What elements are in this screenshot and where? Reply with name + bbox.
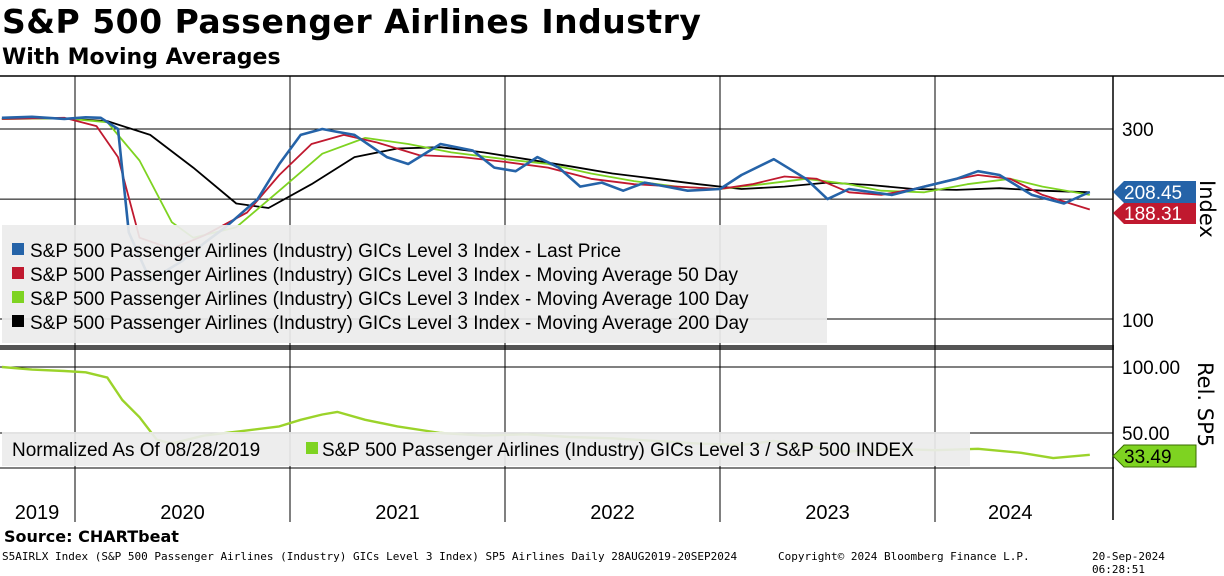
upper-legend: S&P 500 Passenger Airlines (Industry) GI… xyxy=(2,225,827,343)
upper-y-axis-title: Index xyxy=(1195,180,1219,238)
badge-last-price-shape xyxy=(1113,181,1196,203)
badge-ma50-label: 188.31 xyxy=(1124,204,1182,225)
lower-y-axis-title: Rel. SP5 xyxy=(1193,362,1217,447)
badge-ratio: 33.49 xyxy=(1112,444,1197,468)
x-tick-label-2022: 2022 xyxy=(590,502,635,524)
badge-ma50: 188.31 xyxy=(1113,203,1196,225)
badge-last-price-label: 208.45 xyxy=(1124,183,1182,204)
x-tick-label-2021: 2021 xyxy=(375,502,420,524)
legend-swatch-ma100 xyxy=(12,291,24,303)
y-tick-label-100-00: 100.00 xyxy=(1122,358,1180,379)
series-line-ma100 xyxy=(1,117,1090,239)
x-axis-year-labels: 2019 2020 2021 2022 2023 2024 xyxy=(15,502,1033,524)
footer-timestamp: 20-Sep-2024 06:28:51 xyxy=(1092,550,1165,576)
y-tick-label-100: 100 xyxy=(1122,311,1154,332)
badge-last-price: 208.45 xyxy=(1113,181,1196,204)
x-tick-label-2023: 2023 xyxy=(805,502,850,524)
lower-y-axis: 100.00 50.00 Rel. SP5 xyxy=(1106,358,1217,447)
chart-subtitle: With Moving Averages xyxy=(2,45,281,70)
legend-swatch-ratio xyxy=(306,442,318,454)
chart-title: S&P 500 Passenger Airlines Industry xyxy=(2,2,702,41)
badge-ma50-shape xyxy=(1113,203,1196,224)
badge-ratio-shape xyxy=(1112,444,1197,468)
x-tick-label-2024: 2024 xyxy=(988,502,1033,524)
x-tick-label-2019: 2019 xyxy=(15,502,60,524)
upper-legend-bg xyxy=(2,225,827,343)
upper-y-axis: 300 100 Index xyxy=(1106,120,1219,332)
x-tick-label-2020: 2020 xyxy=(160,502,205,524)
legend-label-ma50: S&P 500 Passenger Airlines (Industry) GI… xyxy=(30,265,738,286)
legend-label-ratio: S&P 500 Passenger Airlines (Industry) GI… xyxy=(322,440,914,461)
badge-ratio-label: 33.49 xyxy=(1124,447,1172,468)
y-tick-label-50-00: 50.00 xyxy=(1122,424,1170,445)
legend-label-ma200: S&P 500 Passenger Airlines (Industry) GI… xyxy=(30,313,749,334)
footer-ticker-info: S5AIRLX Index (S&P 500 Passenger Airline… xyxy=(2,550,738,563)
source-label: Source: CHARTbeat xyxy=(4,527,179,546)
legend-swatch-ma200 xyxy=(12,315,24,327)
legend-label-ma100: S&P 500 Passenger Airlines (Industry) GI… xyxy=(30,289,749,310)
lower-legend-normalized: Normalized As Of 08/28/2019 xyxy=(12,440,260,461)
legend-swatch-last-price xyxy=(12,243,24,255)
legend-swatch-ma50 xyxy=(12,267,24,279)
lower-legend: Normalized As Of 08/28/2019 S&P 500 Pass… xyxy=(2,432,970,466)
y-tick-label-300: 300 xyxy=(1122,120,1154,141)
lower-legend-bg xyxy=(2,432,970,466)
footer-copyright: Copyright© 2024 Bloomberg Finance L.P. xyxy=(778,550,1030,563)
legend-label-last-price: S&P 500 Passenger Airlines (Industry) GI… xyxy=(30,241,621,262)
panel-separator[interactable] xyxy=(0,345,1114,350)
